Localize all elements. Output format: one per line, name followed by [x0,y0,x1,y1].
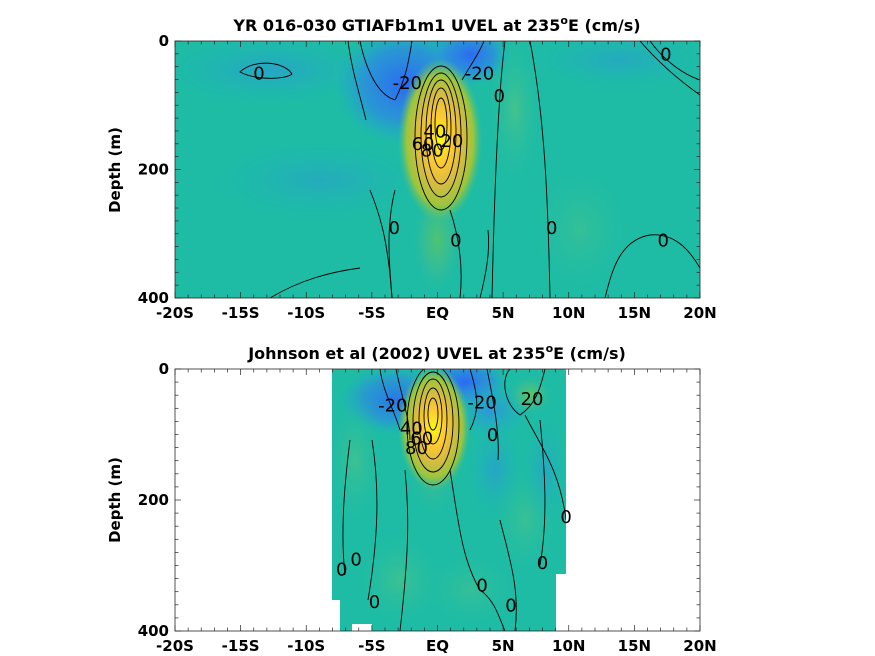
y-tick-label: 0 [159,32,169,50]
x-tick-label: 15N [618,304,651,322]
x-tick-label: -10S [287,637,325,655]
panel-2-contour-lines [342,369,566,631]
contour-label: 0 [487,425,498,446]
panel-2-y-axis-label: Depth (m) [106,457,124,543]
contour-label: 0 [560,507,571,528]
y-tick-label: 200 [138,491,169,509]
panel-1-field [175,41,700,298]
y-tick-label: 400 [138,622,169,640]
panel-1: YR 016-030 GTIAFb1m1 UVEL at 235oE (cm/s… [106,14,717,322]
contour-label: 0 [505,595,516,616]
x-tick-label: 5N [492,304,515,322]
x-tick-label: EQ [426,637,449,655]
y-tick-label: 0 [159,360,169,378]
contour-label: -20 [378,396,407,417]
x-tick-label: -10S [287,304,325,322]
contour-label: 40 [423,121,446,142]
x-tick-label: -15S [222,637,260,655]
contour-label: 0 [476,576,487,597]
contour-label: 0 [546,218,557,239]
x-tick-label: 20N [683,304,716,322]
panel-2-x-tick-labels: -20S -15S -10S -5S EQ 5N 10N 15N 20N [156,637,717,655]
contour-label: 60 [412,134,435,155]
contour-label: 0 [450,231,461,252]
panel-2-title: Johnson et al (2002) UVEL at 235oE (cm/s… [247,342,626,363]
contour-label: 0 [660,44,671,65]
contour-label: 0 [369,592,380,613]
x-tick-label: EQ [426,304,449,322]
x-tick-label: 15N [618,637,651,655]
contour-label: 0 [658,231,669,252]
contour-label: 0 [336,559,347,580]
contour-label: -20 [467,392,496,413]
x-tick-label: 10N [552,637,585,655]
contour-label: 20 [521,389,544,410]
contour-label: 0 [388,218,399,239]
contour-label: 0 [537,553,548,574]
x-tick-label: 5N [492,637,515,655]
contour-label: -20 [393,73,422,94]
panel-1-y-tick-labels: 0 200 400 [138,32,169,307]
x-tick-label: 10N [552,304,585,322]
contour-label: 80 [421,141,444,162]
x-tick-label: 20N [683,637,716,655]
contour-label: 20 [440,131,463,152]
panel-1-title: YR 016-030 GTIAFb1m1 UVEL at 235oE (cm/s… [232,14,640,35]
y-tick-label: 400 [138,289,169,307]
panel-2: Johnson et al (2002) UVEL at 235oE (cm/s… [106,342,717,655]
contour-label: 60 [410,428,433,449]
panel-2-ticks [174,368,701,632]
panel-1-y-axis-label: Depth (m) [106,127,124,213]
panel-1-contour-lines [239,41,700,298]
contour-label: 0 [493,86,504,107]
panel-1-ticks [174,40,701,299]
contour-label: 0 [253,64,264,85]
y-tick-label: 200 [138,161,169,179]
x-tick-label: -20S [156,304,194,322]
x-tick-label: -15S [222,304,260,322]
contour-label: -20 [465,64,494,85]
x-tick-label: -20S [156,637,194,655]
contour-label: 80 [405,438,428,459]
x-tick-label: -5S [358,304,385,322]
panel-1-x-tick-labels: -20S -15S -10S -5S EQ 5N 10N 15N 20N [156,304,717,322]
panel-2-y-tick-labels: 0 200 400 [138,360,169,640]
x-tick-label: -5S [358,637,385,655]
contour-label: 0 [350,550,361,571]
contour-label: 40 [400,419,423,440]
